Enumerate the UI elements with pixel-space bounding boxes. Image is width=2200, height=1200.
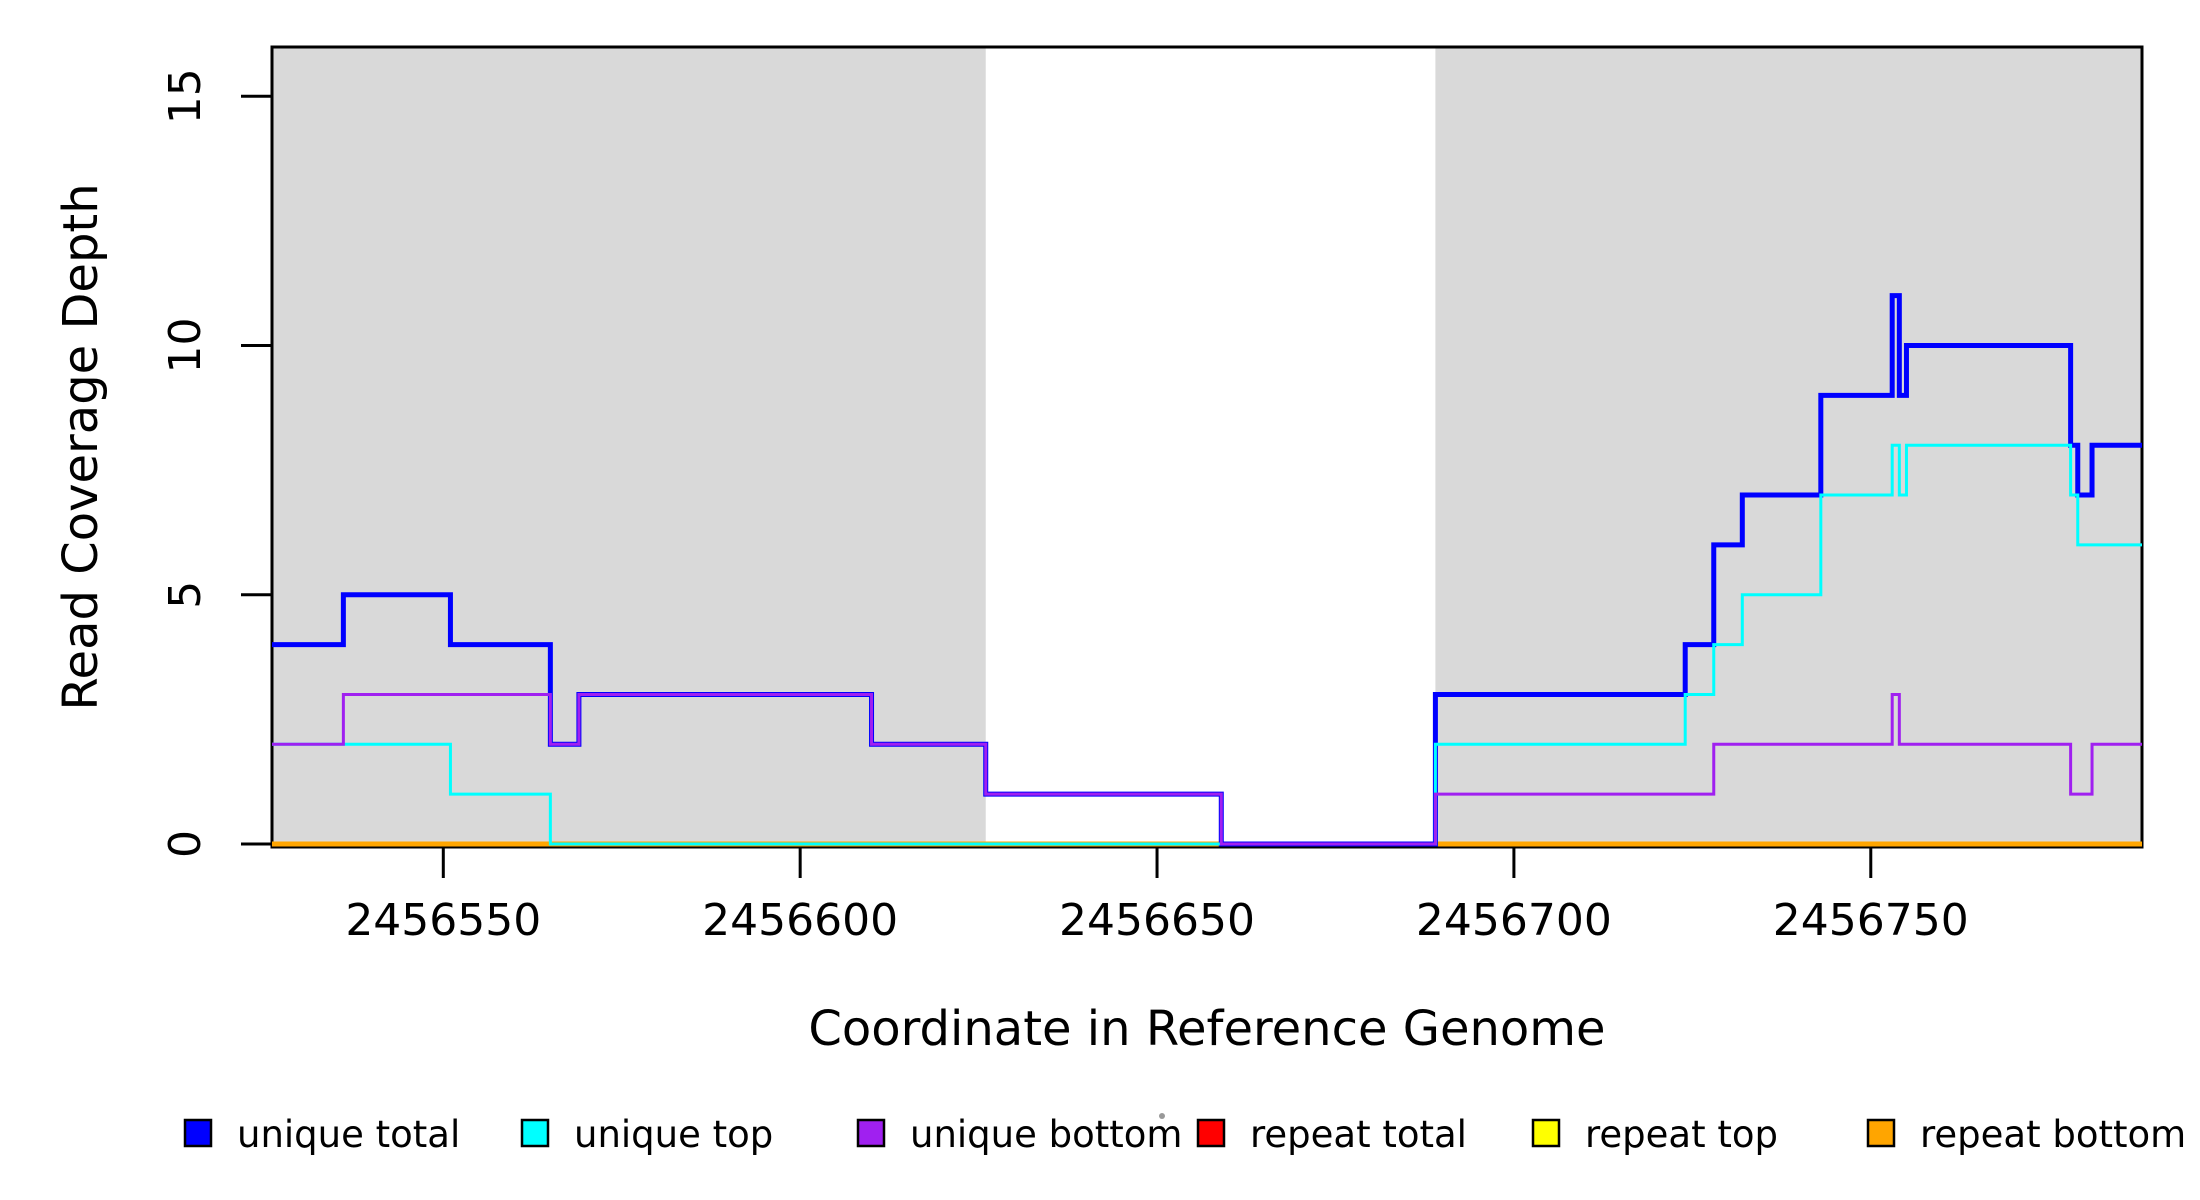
- legend-swatch-repeat-top: [1531, 1118, 1561, 1148]
- legend-label-unique-bottom: unique bottom: [910, 1113, 1182, 1156]
- shaded-region: [272, 47, 986, 847]
- legend-label-repeat-total: repeat total: [1250, 1113, 1467, 1156]
- x-tick-label: 2456550: [345, 895, 541, 946]
- legend-label-unique-total: unique total: [237, 1113, 460, 1156]
- legend-swatch-repeat-total: [1196, 1118, 1226, 1148]
- legend-swatch-unique-top: [520, 1118, 550, 1148]
- y-tick-label: 15: [160, 68, 211, 124]
- stray-dot: [1159, 1113, 1165, 1119]
- x-tick-label: 2456600: [702, 895, 898, 946]
- x-tick-label: 2456750: [1773, 895, 1969, 946]
- legend-swatch-repeat-bottom: [1866, 1118, 1896, 1148]
- x-tick-label: 2456650: [1059, 895, 1255, 946]
- series-line-unique-top: [272, 443, 2142, 846]
- y-axis-title: Read Coverage Depth: [53, 183, 109, 710]
- legend-swatch-unique-bottom: [856, 1118, 886, 1148]
- x-axis-title: Coordinate in Reference Genome: [808, 1001, 1605, 1057]
- x-tick-label: 2456700: [1416, 895, 1612, 946]
- series-line-unique-bottom: [272, 692, 2142, 846]
- y-tick-label: 5: [160, 581, 211, 609]
- y-tick-label: 10: [160, 318, 211, 374]
- legend-label-unique-top: unique top: [574, 1113, 773, 1156]
- y-tick-label: 0: [160, 830, 211, 858]
- shaded-region: [1435, 47, 2142, 847]
- legend-label-repeat-top: repeat top: [1585, 1113, 1778, 1156]
- legend-label-repeat-bottom: repeat bottom: [1920, 1113, 2186, 1156]
- legend-swatch-unique-total: [183, 1118, 213, 1148]
